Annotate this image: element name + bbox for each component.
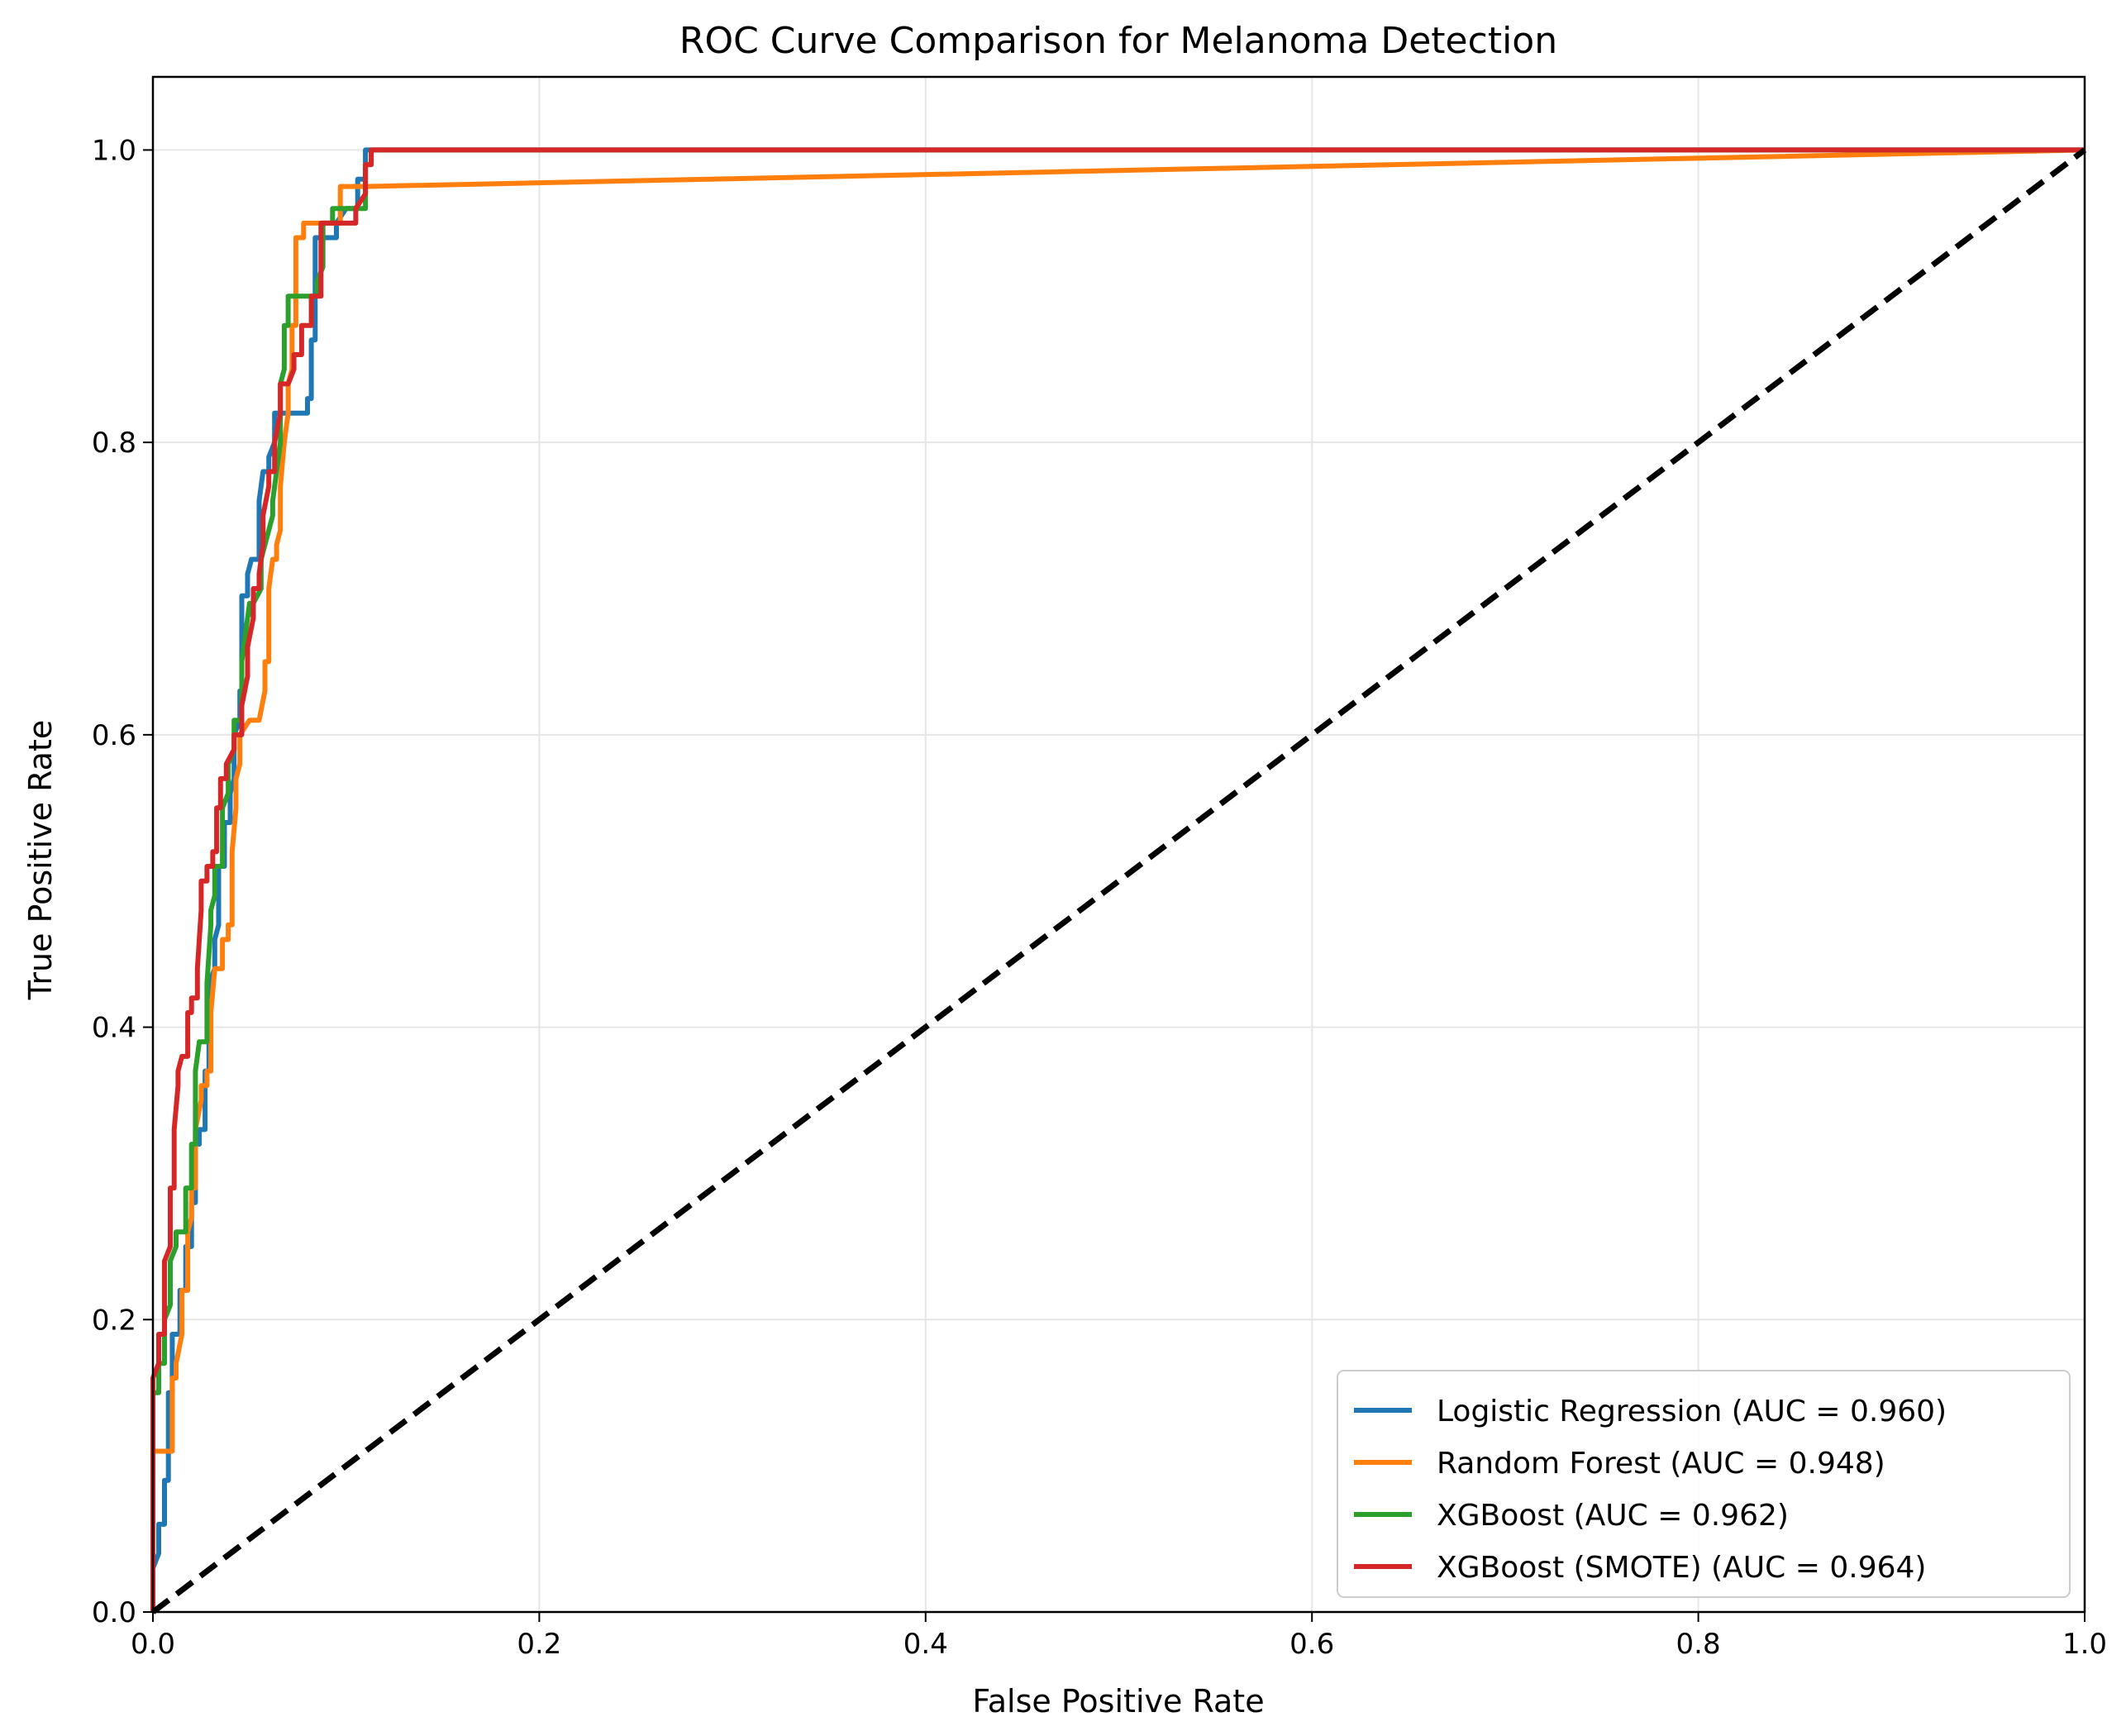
x-axis-label: False Positive Rate [972, 1683, 1264, 1719]
legend-label: XGBoost (AUC = 0.962) [1437, 1499, 1789, 1533]
y-tick-label: 0.8 [92, 427, 136, 460]
y-tick-label: 0.4 [92, 1012, 136, 1045]
grid [152, 77, 2085, 1613]
x-tick-label: 0.2 [517, 1628, 561, 1661]
y-tick-label: 0.2 [92, 1304, 136, 1337]
plot-series [150, 147, 2087, 1614]
legend-label: XGBoost (SMOTE) (AUC = 0.964) [1437, 1551, 1926, 1585]
x-tick-label: 0.8 [1676, 1628, 1721, 1661]
y-axis-label: True Positive Rate [22, 720, 59, 1001]
x-tick-label: 0.6 [1289, 1628, 1334, 1661]
legend-label: Logistic Regression (AUC = 0.960) [1437, 1395, 1947, 1428]
plot-frame [151, 75, 2086, 1614]
axis-ticks: 0.0 0.2 0.4 0.6 0.8 1.0 0.0 0.2 0.4 0.6 0.8 1.0 [92, 134, 2107, 1661]
chart-title: ROC Curve Comparison for Melanoma Detect… [679, 20, 1557, 62]
x-tick-label: 1.0 [2062, 1628, 2107, 1661]
legend: Logistic Regression (AUC = 0.960) Random … [1337, 1370, 2071, 1598]
y-tick-label: 0.6 [92, 719, 136, 752]
y-tick-label: 0.0 [92, 1596, 136, 1629]
legend-box [1337, 1370, 2071, 1598]
series-line-2 [150, 147, 2085, 1612]
y-tick-label: 1.0 [92, 134, 136, 167]
legend-label: Random Forest (AUC = 0.948) [1437, 1447, 1885, 1481]
series-line-3 [150, 147, 2085, 1612]
chance-diagonal-line [150, 147, 2087, 1614]
x-tick-label: 0.4 [903, 1628, 948, 1661]
x-tick-label: 0.0 [131, 1628, 175, 1661]
